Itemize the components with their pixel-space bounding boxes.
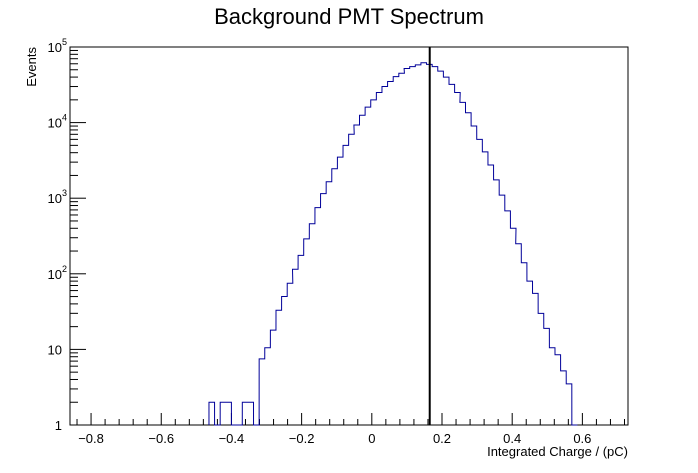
x-tick-label: 0.6 <box>573 431 591 446</box>
x-tick-label: −0.4 <box>219 431 245 446</box>
x-tick-label: 0.2 <box>433 431 451 446</box>
histogram-line <box>208 62 578 426</box>
x-tick-label: −0.2 <box>289 431 315 446</box>
y-tick-label: 102 <box>48 264 67 282</box>
y-axis-label: Events <box>24 47 39 87</box>
x-axis-label: Integrated Charge / (pC) <box>487 444 628 459</box>
y-axis: 1 10 102 103 104 105 <box>48 37 86 433</box>
y-tick-label: 104 <box>48 113 67 131</box>
x-tick-label: 0 <box>368 431 375 446</box>
plot-frame <box>69 46 629 426</box>
y-tick-label: 103 <box>48 188 67 206</box>
x-tick-label: 0.4 <box>503 431 521 446</box>
x-tick-label: −0.6 <box>148 431 174 446</box>
x-axis: −0.8 −0.6 −0.4 −0.2 0 0.2 0.4 0.6 <box>76 413 625 446</box>
y-tick-label: 1 <box>55 418 62 433</box>
chart-title: Background PMT Spectrum <box>214 4 484 29</box>
y-tick-label: 10 <box>48 342 62 357</box>
x-tick-label: −0.8 <box>78 431 104 446</box>
y-tick-label: 105 <box>48 37 67 55</box>
